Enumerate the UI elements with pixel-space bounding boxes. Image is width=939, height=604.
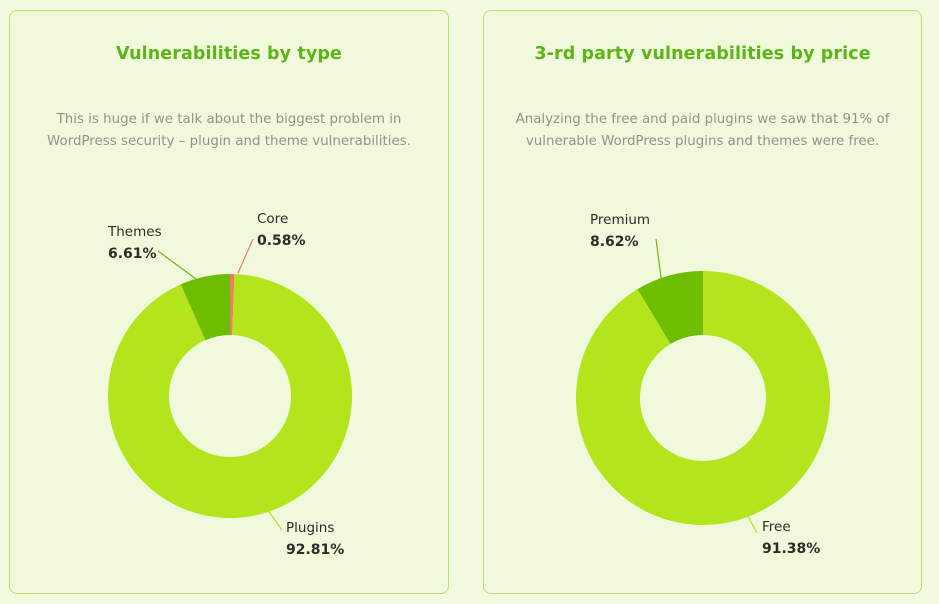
slice-label-core: Core (257, 211, 288, 227)
slice-value-plugins: 92.81% (286, 542, 344, 558)
leader-line-plugins (266, 508, 283, 531)
slice-label-free: Free (762, 519, 791, 535)
chart-description: Analyzing the free and paid plugins we s… (515, 112, 890, 149)
donut-chart-by-type: Core 0.58% Plugins 92.81% Themes 6.61% (107, 211, 353, 558)
donut-chart-by-price: Free 91.38% Premium 8.62% (576, 212, 830, 557)
pie-slice-free (576, 271, 830, 525)
slice-label-plugins: Plugins (286, 520, 334, 536)
leader-line-core (237, 238, 254, 274)
chart-title: 3-rd party vulnerabilities by price (534, 44, 871, 64)
slice-label-premium: Premium (590, 212, 650, 228)
pie-slice-core (230, 274, 235, 336)
slice-value-themes: 6.61% (108, 246, 157, 262)
slice-value-premium: 8.62% (590, 234, 639, 250)
slice-value-core: 0.58% (257, 233, 306, 249)
leader-line-themes (157, 250, 197, 280)
chart-title: Vulnerabilities by type (116, 44, 342, 64)
chart-card-vulnerabilities-by-type: Vulnerabilities by type This is huge if … (9, 10, 449, 594)
pie-slice-themes (180, 274, 230, 341)
chart-description: This is huge if we talk about the bigges… (47, 112, 411, 149)
pie-slice-premium (637, 271, 703, 345)
slice-label-themes: Themes (107, 224, 162, 240)
leader-line-free (747, 515, 758, 534)
chart-card-vulnerabilities-by-price: 3-rd party vulnerabilities by price Anal… (483, 10, 922, 594)
slice-value-free: 91.38% (762, 541, 820, 557)
leader-line-premium (655, 238, 669, 332)
pie-slice-plugins (108, 274, 353, 518)
